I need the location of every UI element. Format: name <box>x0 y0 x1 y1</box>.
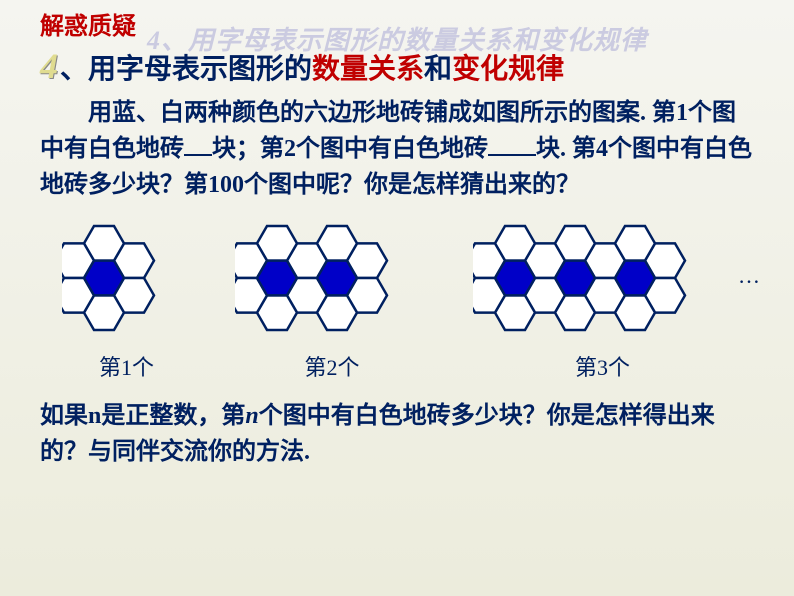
hex-pattern-3 <box>473 213 733 343</box>
blank1 <box>184 154 212 156</box>
pt6: 个图中有白色地砖 <box>296 136 488 162</box>
topic-part2: 数量关系 <box>312 54 424 85</box>
question2: 如果n是正整数，第n个图中有白色地砖多少块？你是怎样得出来的？与同伴交流你的方法… <box>40 398 754 470</box>
pt4: 块；第 <box>212 136 284 162</box>
ellipsis: … <box>738 263 760 289</box>
topic-part4: 变化规律 <box>452 54 564 85</box>
pn1: 1 <box>676 100 688 126</box>
topic-title: 4 、用字母表示图形的数量关系和变化规律 <box>40 45 754 87</box>
slide-content: 解惑质疑 4 、用字母表示图形的数量关系和变化规律 用蓝、白两种颜色的六边形地砖… <box>0 0 794 470</box>
topic-sep: 、 <box>60 54 88 85</box>
figures-row: 第1个 第2个 第3个 … <box>40 213 754 382</box>
problem-text: 用蓝、白两种颜色的六边形地砖铺成如图所示的图案. 第1 个图中有白色地砖块；第2 个… <box>40 95 754 203</box>
figure-2: 第2个 <box>235 213 430 382</box>
pt11: 个图中呢？你是怎样猜出来的？ <box>244 172 580 198</box>
pn3: 4 <box>596 136 608 162</box>
hex-pattern-2 <box>235 213 430 343</box>
fig-label-1: 第1个 <box>62 350 192 382</box>
figure-3: 第3个 <box>473 213 733 382</box>
q2n: n <box>245 403 258 429</box>
topic-part1: 用字母表示图形的 <box>88 54 312 85</box>
pt1: 用蓝、白两种颜色的六边形地砖铺成如图所示的图案. 第 <box>88 100 676 126</box>
pn2: 2 <box>284 136 296 162</box>
pn4: 100 <box>208 172 244 198</box>
topic-part3: 和 <box>424 54 452 85</box>
figure-1: 第1个 <box>62 213 192 382</box>
hex-pattern-1 <box>62 213 192 343</box>
q2p1: 如果n是正整数，第 <box>40 403 245 429</box>
topic-number: 4 <box>40 45 58 87</box>
blank2 <box>488 154 536 156</box>
fig-label-2: 第2个 <box>235 350 430 382</box>
pt7: 块. 第 <box>536 136 596 162</box>
fig-label-3: 第3个 <box>473 350 733 382</box>
section-header: 解惑质疑 <box>40 6 754 41</box>
